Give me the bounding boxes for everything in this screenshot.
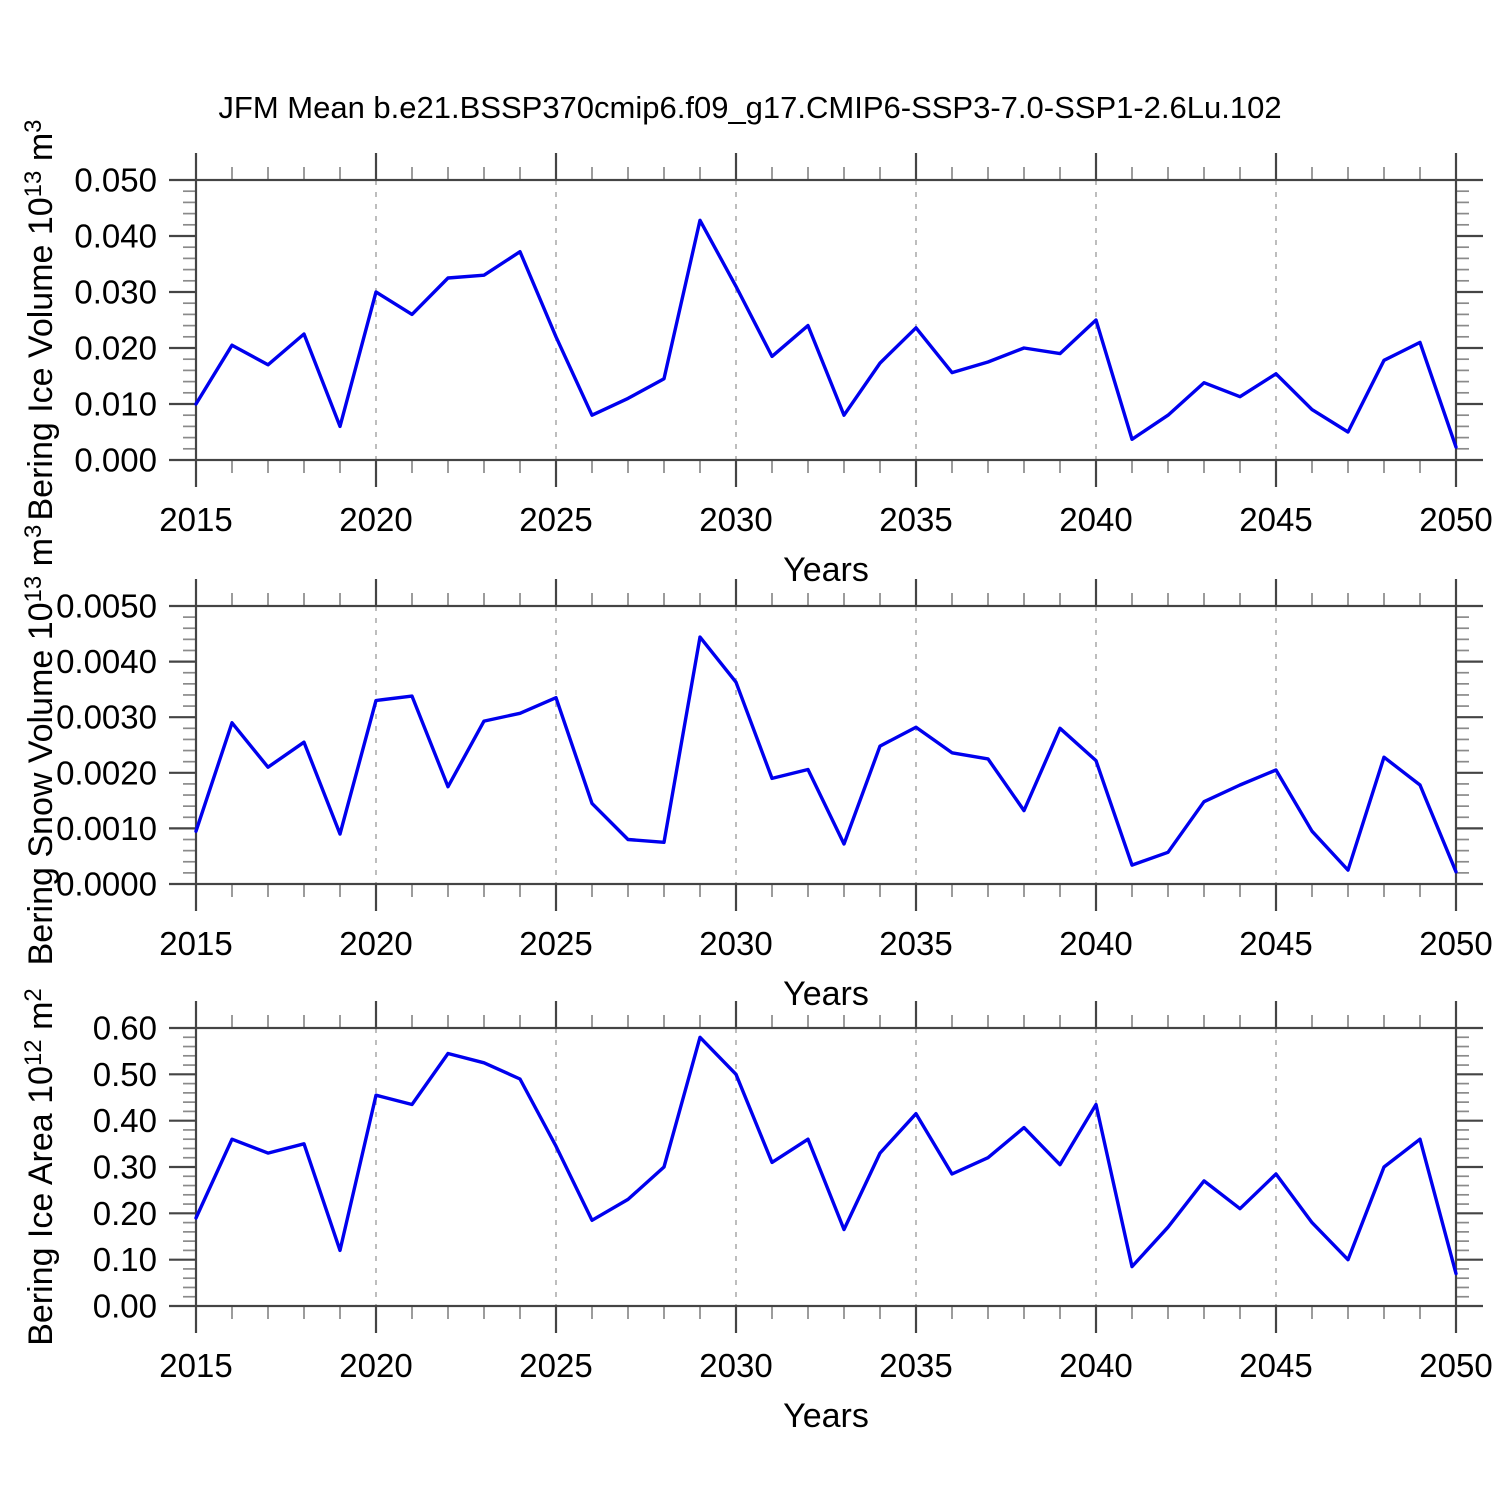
x-tick-label: 2050 — [1419, 1347, 1492, 1384]
y-tick-label: 0.040 — [74, 218, 157, 255]
x-tick-label: 2030 — [699, 1347, 772, 1384]
plot-frame — [194, 1026, 1458, 1308]
y-tick-label: 0.0050 — [56, 588, 157, 625]
y-tick-label: 0.60 — [93, 1010, 157, 1047]
y-tick-label: 0.0030 — [56, 699, 157, 736]
x-tick-label: 2020 — [339, 1347, 412, 1384]
chart-title: JFM Mean b.e21.BSSP370cmip6.f09_g17.CMIP… — [218, 90, 1282, 125]
x-axis-title: Years — [783, 975, 869, 1013]
x-tick-label: 2040 — [1059, 501, 1132, 538]
x-tick-label: 2020 — [339, 925, 412, 962]
x-tick-label: 2025 — [519, 1347, 592, 1384]
bering-snow-volume-chart: 2015 2020 2025 2030 2035 2040 2045 2050 0.0000 0.… — [20, 525, 1493, 1013]
bering-ice-area-chart: 2015 2020 2025 2030 2035 2040 2045 2050 0.00 0.10… — [20, 988, 1493, 1435]
x-tick-label: 2040 — [1059, 1347, 1132, 1384]
x-tick-label: 2025 — [519, 925, 592, 962]
x-tick-label: 2030 — [699, 925, 772, 962]
y-tick-label: 0.030 — [74, 274, 157, 311]
y-tick-label: 0.50 — [93, 1056, 157, 1093]
y-tick-label: 0.050 — [74, 162, 157, 199]
x-tick-label: 2025 — [519, 501, 592, 538]
y-axis-title: Bering Ice Volume 1013 m3 — [20, 119, 60, 520]
x-axis-title: Years — [783, 551, 869, 589]
y-tick-label: 0.0000 — [56, 866, 157, 903]
x-tick-label: 2015 — [159, 925, 232, 962]
y-axis-title: Bering Snow Volume 1013 m3 — [20, 525, 60, 966]
y-tick-label: 0.10 — [93, 1241, 157, 1278]
plot-frame — [194, 178, 1458, 462]
x-tick-label: 2050 — [1419, 501, 1492, 538]
x-tick-label: 2015 — [159, 501, 232, 538]
y-tick-label: 0.020 — [74, 330, 157, 367]
y-axis-title: Bering Ice Area 1012 m2 — [20, 988, 60, 1346]
x-tick-label: 2030 — [699, 501, 772, 538]
x-axis-title: Years — [783, 1397, 869, 1435]
x-tick-label: 2045 — [1239, 1347, 1312, 1384]
y-tick-label: 0.40 — [93, 1102, 157, 1139]
x-tick-label: 2035 — [879, 1347, 952, 1384]
y-tick-label: 0.30 — [93, 1149, 157, 1186]
x-tick-label: 2035 — [879, 501, 952, 538]
bering-ice-area-line — [194, 1035, 1458, 1276]
x-tick-label: 2045 — [1239, 501, 1312, 538]
plot-frame — [194, 604, 1458, 886]
x-tick-label: 2020 — [339, 501, 412, 538]
x-tick-label: 2050 — [1419, 925, 1492, 962]
y-tick-label: 0.0010 — [56, 810, 157, 847]
bering-snow-volume-line — [194, 635, 1458, 874]
y-tick-label: 0.0040 — [56, 643, 157, 680]
x-tick-label: 2040 — [1059, 925, 1132, 962]
y-tick-label: 0.0020 — [56, 754, 157, 791]
bering-ice-volume-line — [194, 218, 1458, 449]
y-tick-label: 0.20 — [93, 1195, 157, 1232]
y-tick-label: 0.000 — [74, 442, 157, 479]
bering-ice-volume-chart: 2015 2020 2025 2030 2035 2040 2045 2050 0.000 0.0… — [20, 119, 1493, 589]
x-tick-label: 2045 — [1239, 925, 1312, 962]
y-tick-label: 0.00 — [93, 1288, 157, 1325]
y-tick-label: 0.010 — [74, 386, 157, 423]
x-tick-label: 2035 — [879, 925, 952, 962]
x-tick-label: 2015 — [159, 1347, 232, 1384]
